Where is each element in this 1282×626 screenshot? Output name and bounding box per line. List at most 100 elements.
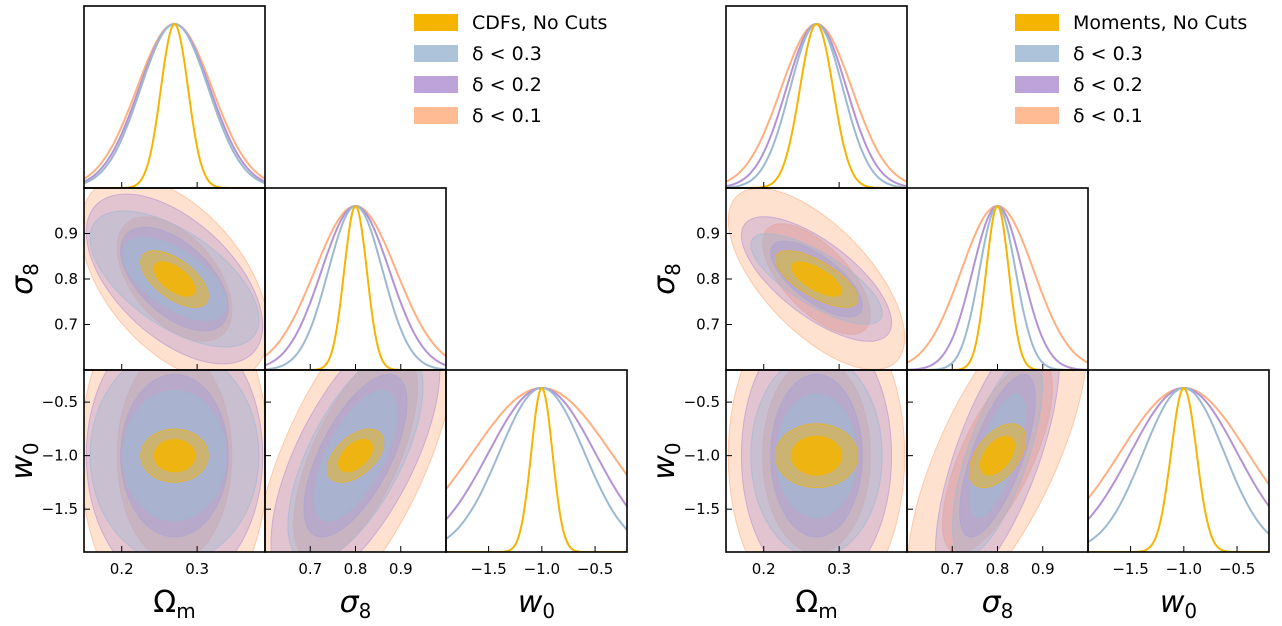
x-axis-label: Ωm	[795, 585, 837, 622]
contour-panel-Ωm-σ8	[727, 188, 906, 370]
marginal-d03	[1088, 387, 1269, 543]
corner-plot-1: 0.2 0.3 0.7 0.8 0.9 −1.5 −1.0 −0.5 0.7 0.8 0.9 −1.5…	[5, 5, 628, 623]
y-tick-label: −1.5	[684, 500, 720, 518]
legend-swatch	[414, 107, 458, 124]
x-tick-label: 0.9	[389, 560, 413, 578]
y-axis-label: σ8	[5, 263, 43, 295]
marginal-no_cuts	[1088, 387, 1269, 552]
x-tick-label: −0.5	[1219, 560, 1255, 578]
x-tick-label: 0.8	[986, 560, 1010, 578]
legend-label: δ < 0.1	[472, 105, 542, 127]
x-tick-label: 0.8	[344, 560, 368, 578]
y-tick-label: 0.8	[696, 270, 720, 288]
y-tick-label: −1.0	[42, 447, 78, 465]
y-tick-label: −1.5	[42, 500, 78, 518]
x-tick-label: 0.2	[752, 560, 776, 578]
contour-no_cuts-1sigma	[153, 261, 196, 297]
y-tick-label: −0.5	[42, 393, 78, 411]
contour-no_cuts-1sigma	[790, 435, 843, 476]
x-tick-label: 0.3	[185, 560, 209, 578]
contour-no_cuts-1sigma	[153, 438, 196, 473]
y-tick-label: 0.9	[54, 225, 78, 243]
marginal-no_cuts	[446, 387, 627, 552]
y-axis-label: w0	[5, 442, 43, 479]
legend-label: δ < 0.3	[1073, 43, 1143, 65]
y-axis-label: σ8	[647, 263, 685, 295]
y-axis-label: w0	[647, 442, 685, 479]
y-tick-label: 0.7	[696, 316, 720, 334]
y-tick-label: 0.9	[696, 225, 720, 243]
legend-swatch	[1015, 14, 1059, 31]
marginal-d02	[726, 22, 907, 188]
panel-frame	[1087, 369, 1270, 553]
marginal-no_cuts	[907, 204, 1088, 370]
legend-swatch	[414, 14, 458, 31]
marginal-d01	[907, 204, 1088, 364]
legend: Moments, No Cuts δ < 0.3 δ < 0.2 δ < 0.1	[1015, 12, 1247, 127]
contour-no_cuts-1sigma	[790, 261, 843, 297]
legend-swatch	[1015, 107, 1059, 124]
x-tick-label: 0.9	[1031, 560, 1055, 578]
marginal-d03	[726, 22, 907, 188]
legend-label: CDFs, No Cuts	[472, 12, 607, 34]
x-tick-label: −0.5	[577, 560, 613, 578]
panel-frame	[725, 5, 908, 189]
contour-panel-σ8-w0	[907, 370, 1087, 552]
x-tick-label: −1.5	[470, 560, 506, 578]
marginal-d03	[265, 204, 446, 370]
x-tick-label: 0.7	[298, 560, 322, 578]
panel-frame	[906, 187, 1089, 371]
x-tick-label: −1.0	[524, 560, 560, 578]
marginal-no_cuts	[726, 22, 907, 188]
contour-panel-Ωm-w0	[727, 370, 906, 552]
x-axis-label: σ8	[340, 585, 372, 622]
x-axis-label: Ωm	[153, 585, 195, 622]
marginal-d02	[907, 204, 1088, 370]
legend-label: δ < 0.3	[472, 43, 542, 65]
legend-label: δ < 0.1	[1073, 105, 1143, 127]
contour-panel-Ωm-σ8	[84, 188, 265, 370]
marginal-d03	[446, 387, 627, 540]
legend-swatch	[414, 45, 458, 62]
marginal-panel-Ωm	[726, 22, 907, 188]
legend: CDFs, No Cuts δ < 0.3 δ < 0.2 δ < 0.1	[414, 12, 607, 127]
marginal-panel-σ8	[265, 204, 446, 370]
x-tick-label: 0.2	[110, 560, 134, 578]
marginal-d02	[1088, 387, 1269, 521]
y-tick-label: 0.8	[54, 270, 78, 288]
x-tick-label: −1.0	[1166, 560, 1202, 578]
panel-frame	[445, 369, 628, 553]
marginal-d03	[907, 204, 1088, 370]
contour-panel-σ8-w0	[265, 370, 446, 552]
y-tick-label: 0.7	[54, 316, 78, 334]
legend-label: δ < 0.2	[1073, 74, 1143, 96]
corner-plot-2: 0.2 0.3 0.7 0.8 0.9 −1.5 −1.0 −0.5 0.7 0.8 0.9 −1.5…	[647, 5, 1270, 623]
marginal-d01	[726, 22, 907, 183]
marginal-panel-σ8	[907, 204, 1088, 370]
x-axis-label: w0	[518, 585, 555, 622]
contour-no_cuts-1sigma	[337, 438, 374, 473]
x-axis-label: σ8	[982, 585, 1014, 622]
contour-no_cuts-1sigma	[979, 435, 1016, 476]
x-tick-label: −1.5	[1112, 560, 1148, 578]
marginal-no_cuts	[84, 22, 265, 188]
x-tick-label: 0.3	[827, 560, 851, 578]
marginal-d03	[84, 22, 265, 185]
marginal-d01	[265, 204, 446, 357]
marginal-d02	[265, 204, 446, 367]
contour-panel-Ωm-w0	[84, 370, 265, 552]
x-axis-label: w0	[1160, 585, 1197, 622]
legend-swatch	[414, 76, 458, 93]
legend-label: δ < 0.2	[472, 74, 542, 96]
marginal-no_cuts	[265, 204, 446, 370]
legend-swatch	[1015, 45, 1059, 62]
x-tick-label: 0.7	[940, 560, 964, 578]
marginal-panel-w0	[446, 387, 627, 552]
y-tick-label: −0.5	[684, 393, 720, 411]
marginal-panel-w0	[1088, 387, 1269, 552]
legend-swatch	[1015, 76, 1059, 93]
marginal-panel-Ωm	[84, 22, 265, 188]
y-tick-label: −1.0	[684, 447, 720, 465]
